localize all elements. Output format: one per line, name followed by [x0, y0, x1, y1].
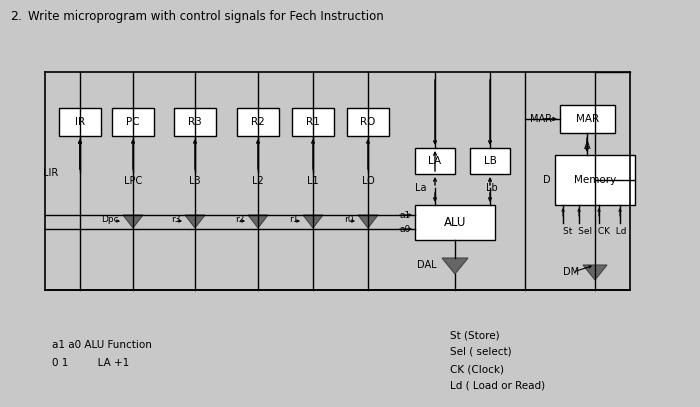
Text: r2: r2	[234, 215, 244, 225]
Text: R1: R1	[306, 117, 320, 127]
Text: Sel ( select): Sel ( select)	[450, 347, 512, 357]
Text: LPC: LPC	[124, 176, 142, 186]
Bar	[415, 205, 495, 240]
Text: Memory: Memory	[574, 175, 616, 185]
Text: L1: L1	[307, 176, 318, 186]
Text: LIR: LIR	[43, 168, 58, 178]
Polygon shape	[583, 265, 607, 280]
Text: LA: LA	[428, 156, 442, 166]
Bar	[347, 108, 389, 136]
Text: RO: RO	[360, 117, 376, 127]
Polygon shape	[185, 215, 205, 228]
Text: A: A	[584, 141, 590, 151]
Text: 2.: 2.	[10, 10, 22, 23]
Text: DAL: DAL	[417, 260, 437, 270]
Bar	[59, 108, 101, 136]
Bar	[555, 155, 635, 205]
Polygon shape	[442, 258, 468, 274]
Text: D: D	[543, 175, 551, 185]
Text: r0: r0	[344, 215, 354, 225]
Text: a1 a0 ALU Function: a1 a0 ALU Function	[52, 340, 152, 350]
Text: MAR: MAR	[530, 114, 552, 124]
Text: Write microprogram with control signals for Fech Instruction: Write microprogram with control signals …	[28, 10, 384, 23]
Text: La: La	[415, 183, 427, 193]
Polygon shape	[123, 215, 143, 228]
Text: R3: R3	[188, 117, 202, 127]
Polygon shape	[358, 215, 378, 228]
Text: L3: L3	[189, 176, 201, 186]
Text: LB: LB	[484, 156, 496, 166]
Polygon shape	[248, 215, 268, 228]
Text: R2: R2	[251, 117, 265, 127]
Text: St (Store): St (Store)	[450, 330, 500, 340]
Text: r1: r1	[290, 215, 299, 225]
Bar	[112, 108, 154, 136]
Bar	[415, 148, 455, 174]
Polygon shape	[303, 215, 323, 228]
Text: CK (Clock): CK (Clock)	[450, 364, 504, 374]
Text: a0: a0	[400, 225, 411, 234]
Text: Dpc: Dpc	[102, 215, 119, 225]
Text: IR: IR	[75, 117, 85, 127]
Text: PC: PC	[126, 117, 140, 127]
Text: ALU: ALU	[444, 216, 466, 229]
Bar	[470, 148, 510, 174]
Bar	[292, 108, 334, 136]
Text: 0 1         LA +1: 0 1 LA +1	[52, 358, 130, 368]
Text: Lb: Lb	[486, 183, 498, 193]
Bar	[237, 108, 279, 136]
Text: LO: LO	[362, 176, 375, 186]
Text: MAR: MAR	[576, 114, 599, 124]
Text: r3: r3	[172, 215, 181, 225]
Text: a1: a1	[400, 210, 411, 219]
Text: DM: DM	[563, 267, 579, 277]
Bar	[560, 105, 615, 133]
Text: L2: L2	[252, 176, 264, 186]
Text: St  Sel  CK  Ld: St Sel CK Ld	[564, 227, 626, 236]
Bar	[174, 108, 216, 136]
Text: Ld ( Load or Read): Ld ( Load or Read)	[450, 381, 545, 391]
